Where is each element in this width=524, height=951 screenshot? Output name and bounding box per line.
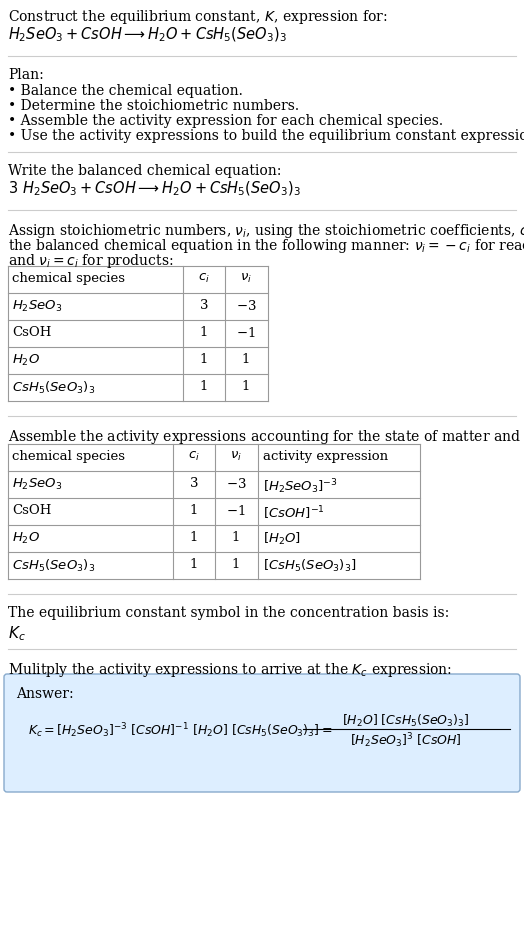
Text: 1: 1: [200, 380, 208, 393]
Text: $c_i$: $c_i$: [188, 450, 200, 463]
Text: 1: 1: [242, 380, 250, 393]
Text: and $\nu_i = c_i$ for products:: and $\nu_i = c_i$ for products:: [8, 252, 173, 270]
Text: $CsH_5(SeO_3)_3$: $CsH_5(SeO_3)_3$: [12, 380, 95, 397]
Text: $\nu_i$: $\nu_i$: [240, 272, 252, 285]
Text: $-$3: $-$3: [226, 477, 246, 491]
Text: CsOH: CsOH: [12, 326, 51, 339]
Text: $[H_2O]\ [CsH_5(SeO_3)_3]$: $[H_2O]\ [CsH_5(SeO_3)_3]$: [342, 713, 470, 729]
Text: CsOH: CsOH: [12, 504, 51, 517]
Text: • Balance the chemical equation.: • Balance the chemical equation.: [8, 84, 243, 98]
Text: Mulitply the activity expressions to arrive at the $K_c$ expression:: Mulitply the activity expressions to arr…: [8, 661, 452, 679]
Text: $-$3: $-$3: [236, 299, 256, 313]
Text: Assemble the activity expressions accounting for the state of matter and $\nu_i$: Assemble the activity expressions accoun…: [8, 428, 524, 446]
Text: $H_2SeO_3 + CsOH \longrightarrow H_2O + CsH_5(SeO_3)_3$: $H_2SeO_3 + CsOH \longrightarrow H_2O + …: [8, 26, 287, 45]
Text: • Use the activity expressions to build the equilibrium constant expression.: • Use the activity expressions to build …: [8, 129, 524, 143]
Text: 1: 1: [200, 353, 208, 366]
Text: • Assemble the activity expression for each chemical species.: • Assemble the activity expression for e…: [8, 114, 443, 128]
Text: $-$1: $-$1: [236, 326, 256, 340]
Text: activity expression: activity expression: [263, 450, 388, 463]
Text: $K_c$: $K_c$: [8, 624, 26, 643]
Text: 3: 3: [200, 299, 208, 312]
Text: 3: 3: [190, 477, 198, 490]
Text: 1: 1: [190, 558, 198, 571]
Text: $H_2SeO_3$: $H_2SeO_3$: [12, 477, 62, 492]
Text: 1: 1: [232, 531, 240, 544]
Text: 1: 1: [200, 326, 208, 339]
Text: $[H_2SeO_3]^3\ [CsOH]$: $[H_2SeO_3]^3\ [CsOH]$: [350, 731, 462, 749]
Text: $[CsOH]^{-1}$: $[CsOH]^{-1}$: [263, 504, 325, 521]
Text: 1: 1: [190, 531, 198, 544]
Text: $[CsH_5(SeO_3)_3]$: $[CsH_5(SeO_3)_3]$: [263, 558, 357, 574]
Text: the balanced chemical equation in the following manner: $\nu_i = -c_i$ for react: the balanced chemical equation in the fo…: [8, 237, 524, 255]
Text: $H_2SeO_3$: $H_2SeO_3$: [12, 299, 62, 314]
Text: $CsH_5(SeO_3)_3$: $CsH_5(SeO_3)_3$: [12, 558, 95, 574]
Text: chemical species: chemical species: [12, 272, 125, 285]
Text: Assign stoichiometric numbers, $\nu_i$, using the stoichiometric coefficients, $: Assign stoichiometric numbers, $\nu_i$, …: [8, 222, 524, 240]
Text: • Determine the stoichiometric numbers.: • Determine the stoichiometric numbers.: [8, 99, 299, 113]
Text: chemical species: chemical species: [12, 450, 125, 463]
Text: Write the balanced chemical equation:: Write the balanced chemical equation:: [8, 164, 281, 178]
Text: $-$1: $-$1: [226, 504, 246, 518]
Text: 1: 1: [232, 558, 240, 571]
Text: $c_i$: $c_i$: [198, 272, 210, 285]
Text: 1: 1: [190, 504, 198, 517]
Text: Answer:: Answer:: [16, 687, 74, 701]
Text: 1: 1: [242, 353, 250, 366]
Text: $H_2O$: $H_2O$: [12, 353, 40, 368]
FancyBboxPatch shape: [4, 674, 520, 792]
Text: The equilibrium constant symbol in the concentration basis is:: The equilibrium constant symbol in the c…: [8, 606, 449, 620]
Text: $[H_2SeO_3]^{-3}$: $[H_2SeO_3]^{-3}$: [263, 477, 338, 495]
Text: $H_2O$: $H_2O$: [12, 531, 40, 546]
Text: $K_c = [H_2SeO_3]^{-3}\ [CsOH]^{-1}\ [H_2O]\ [CsH_5(SeO_3)_3] = $: $K_c = [H_2SeO_3]^{-3}\ [CsOH]^{-1}\ [H_…: [28, 721, 332, 740]
Text: Plan:: Plan:: [8, 68, 43, 82]
Text: Construct the equilibrium constant, $K$, expression for:: Construct the equilibrium constant, $K$,…: [8, 8, 388, 26]
Text: $[H_2O]$: $[H_2O]$: [263, 531, 301, 547]
Text: $\nu_i$: $\nu_i$: [230, 450, 242, 463]
Text: $3\ H_2SeO_3 + CsOH \longrightarrow H_2O + CsH_5(SeO_3)_3$: $3\ H_2SeO_3 + CsOH \longrightarrow H_2O…: [8, 180, 301, 199]
